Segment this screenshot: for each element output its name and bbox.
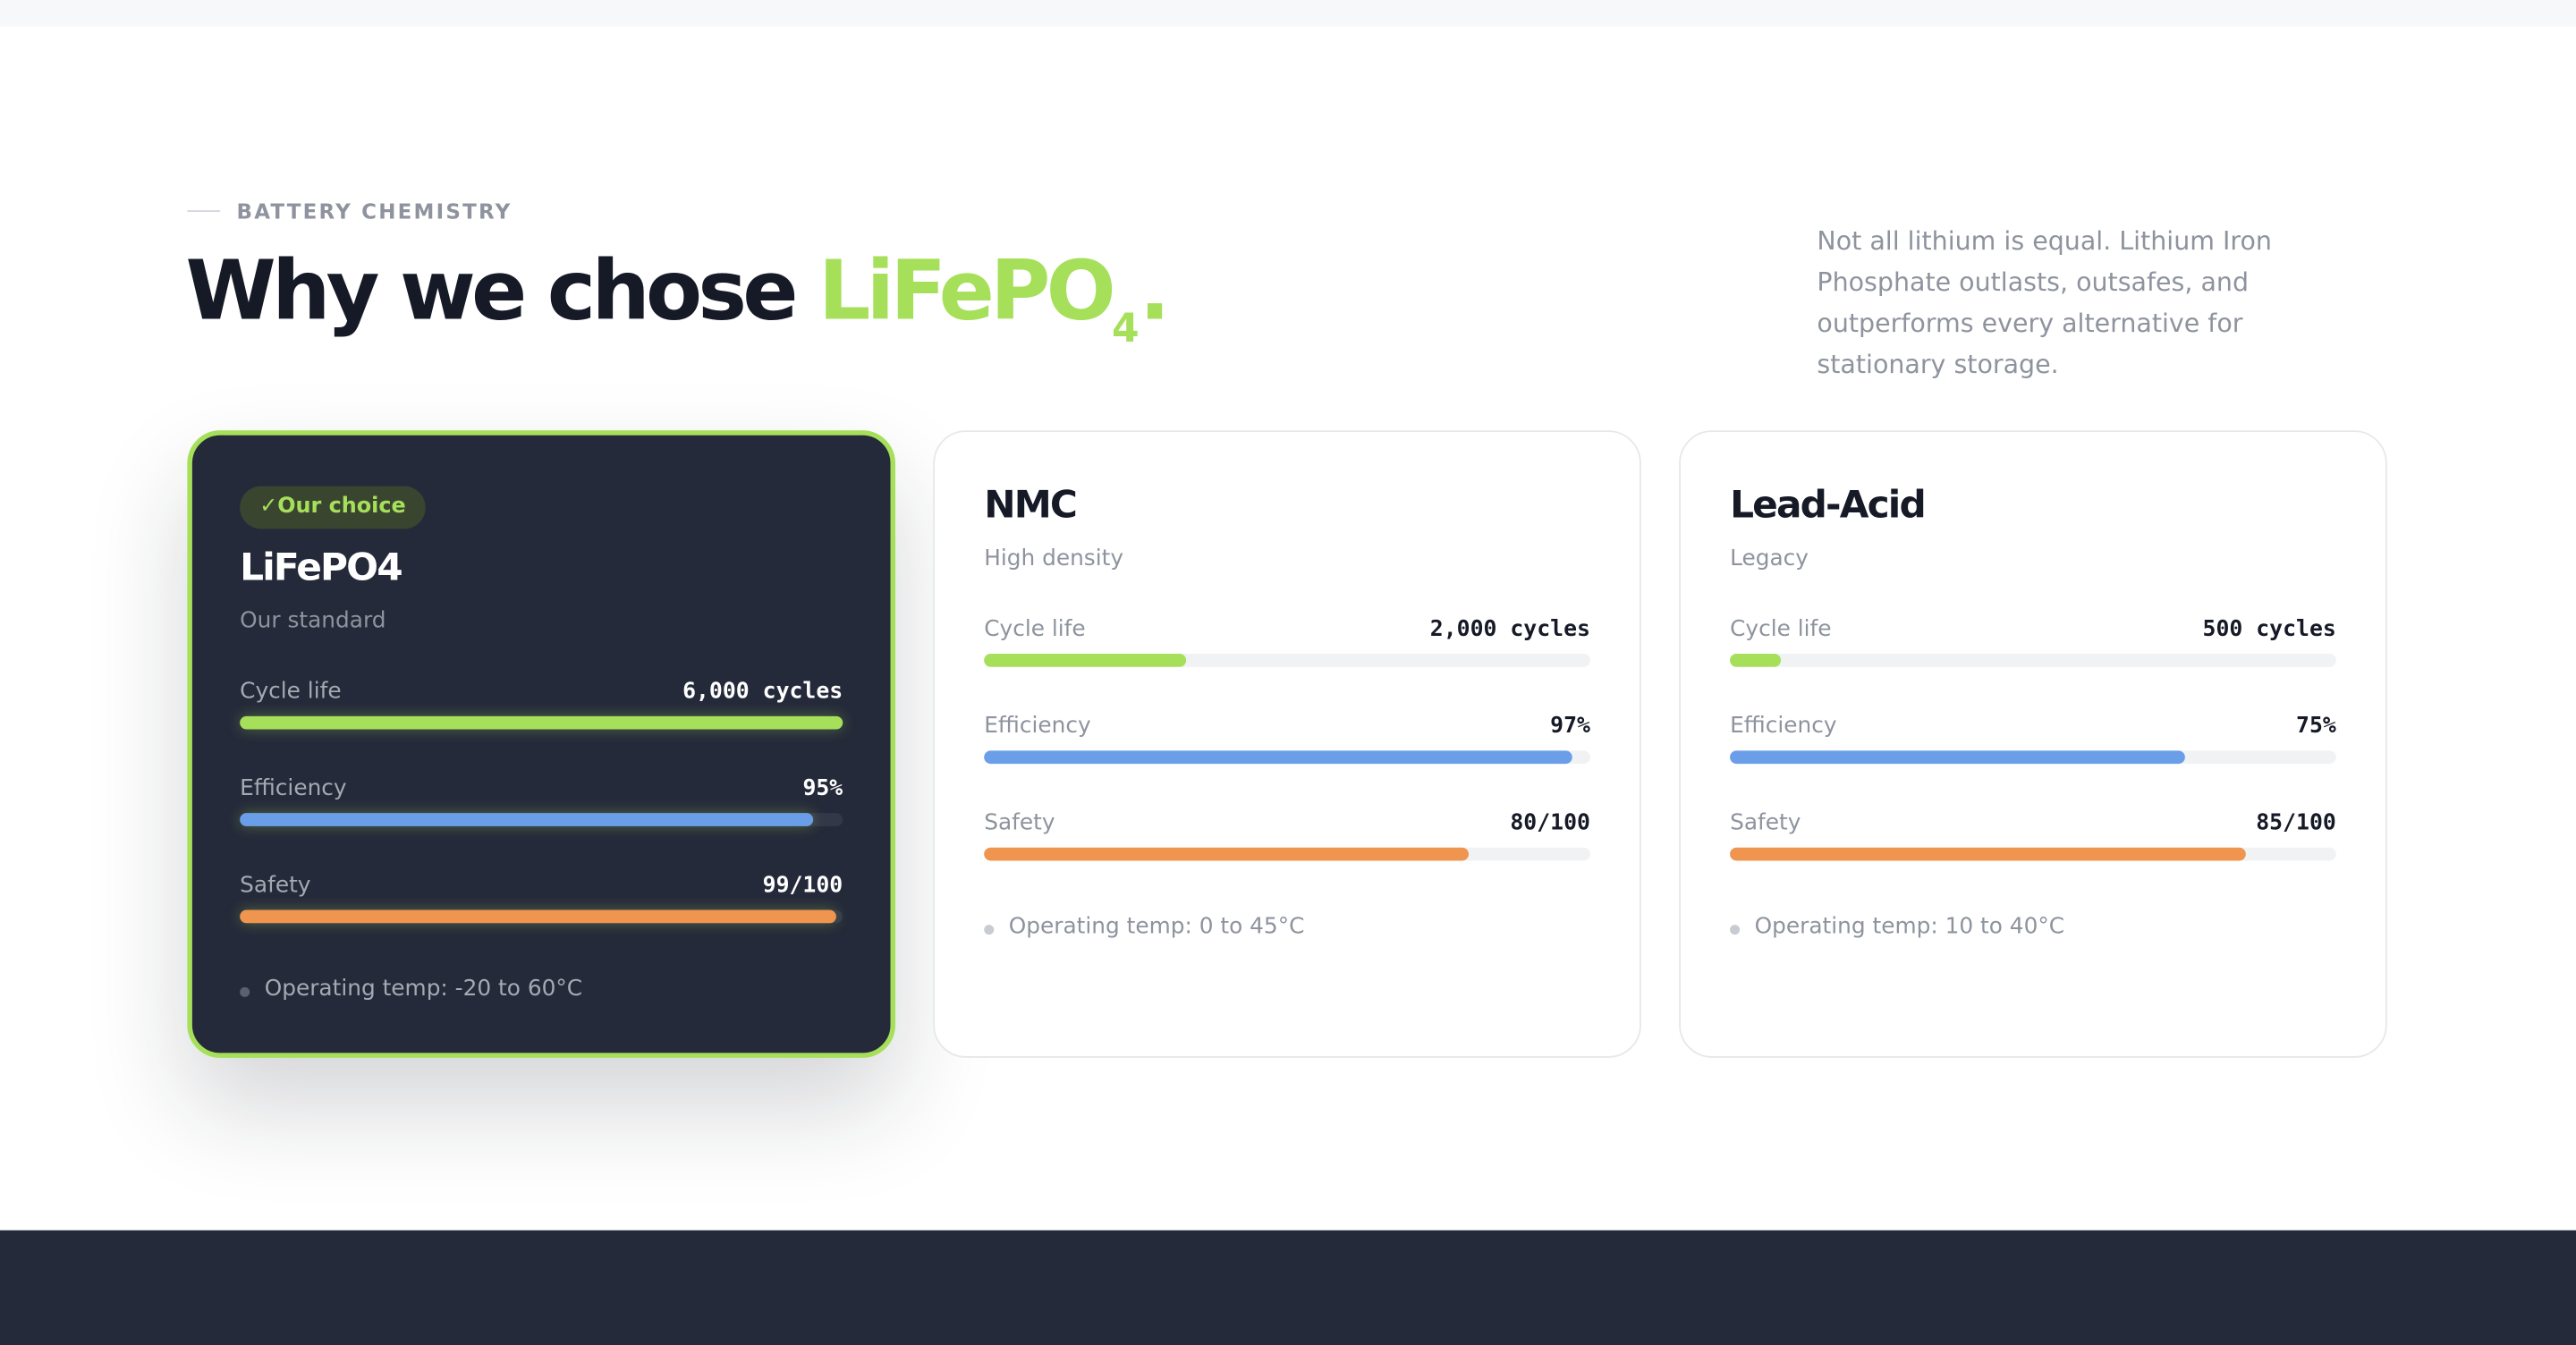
- metric-label: Efficiency: [1730, 713, 1837, 740]
- metric-label: Efficiency: [240, 774, 347, 802]
- metric-value: 97%: [1550, 713, 1590, 740]
- bar-track: [240, 715, 843, 730]
- metric-label: Cycle life: [984, 615, 1086, 643]
- metric-row: Safety 99/100: [240, 872, 843, 937]
- metric-row: Cycle life 6,000 cycles: [240, 679, 843, 744]
- bar-track: [240, 813, 843, 826]
- metric-row: Efficiency 75%: [1730, 713, 2336, 778]
- card-subtitle: Legacy: [1730, 545, 1809, 572]
- bar: [984, 654, 1187, 667]
- eyebrow: BATTERY CHEMISTRY: [236, 199, 513, 224]
- title-subscript: 4: [1111, 305, 1140, 352]
- metric-value: 95%: [802, 774, 843, 802]
- operating-temp: Operating temp: 0 to 45°C: [984, 913, 1305, 940]
- card-name: Lead-Acid: [1730, 484, 1927, 528]
- metric-label: Efficiency: [984, 713, 1091, 740]
- metric-value: 6,000 cycles: [682, 678, 843, 705]
- metric-row: Cycle life 2,000 cycles: [984, 616, 1590, 681]
- title: Why we chose LiFePO4.: [185, 242, 1171, 352]
- metric-value: 80/100: [1510, 809, 1590, 836]
- metric-row: Efficiency 97%: [984, 713, 1590, 778]
- title-end: .: [1139, 242, 1171, 339]
- bar: [984, 847, 1470, 861]
- bar: [240, 813, 813, 826]
- operating-temp: Operating temp: 10 to 40°C: [1730, 913, 2065, 940]
- bar-track: [984, 750, 1590, 765]
- bar: [1730, 654, 1781, 667]
- metric-label: Safety: [1730, 809, 1801, 836]
- title-text: Why we chose: [185, 242, 818, 339]
- bar-track: [1730, 750, 2336, 765]
- comparison-card: ✓Our choice LiFePO4 Our standard Cycle life…: [187, 430, 896, 1058]
- bar-track: [984, 847, 1590, 861]
- metric-label: Cycle life: [1730, 615, 1832, 643]
- bar: [1730, 847, 2246, 861]
- card-subtitle: Our standard: [240, 607, 386, 634]
- metric-value: 2,000 cycles: [1429, 615, 1590, 643]
- description: Not all lithium is equal. Lithium Iron P…: [1817, 226, 2272, 380]
- bar: [1730, 750, 2185, 765]
- metric-label: Safety: [240, 872, 311, 899]
- metric-row: Safety 85/100: [1730, 810, 2336, 876]
- bar-track: [1730, 654, 2336, 667]
- operating-temp: Operating temp: -20 to 60°C: [240, 976, 583, 1002]
- comparison-card: Lead-Acid Legacy Cycle life 500 cycles Effic…: [1679, 430, 2387, 1058]
- bar-track: [984, 654, 1590, 667]
- comparison-card: NMC High density Cycle life 2,000 cycles Eff…: [933, 430, 1641, 1058]
- metric-row: Safety 80/100: [984, 810, 1590, 876]
- metric-label: Cycle life: [240, 678, 342, 705]
- card-name: LiFePO4: [240, 546, 402, 590]
- metric-label: Safety: [984, 809, 1055, 836]
- metric-row: Efficiency 95%: [240, 775, 843, 841]
- metric-value: 500 cycles: [2202, 615, 2336, 643]
- metric-value: 75%: [2296, 713, 2336, 740]
- badge: ✓Our choice: [240, 486, 426, 529]
- bar: [984, 750, 1572, 765]
- metric-row: Cycle life 500 cycles: [1730, 616, 2336, 681]
- bar-track: [1730, 847, 2336, 861]
- metric-value: 99/100: [762, 872, 843, 899]
- footer: [0, 1230, 2576, 1345]
- bar: [240, 715, 843, 730]
- title-highlight: LiFePO: [818, 242, 1116, 339]
- top-strip: [0, 0, 2576, 27]
- card-subtitle: High density: [984, 545, 1124, 572]
- bar-track: [240, 909, 843, 924]
- bar: [240, 909, 837, 924]
- eyebrow-line: [187, 210, 221, 212]
- card-name: NMC: [984, 484, 1078, 528]
- metric-value: 85/100: [2256, 809, 2336, 836]
